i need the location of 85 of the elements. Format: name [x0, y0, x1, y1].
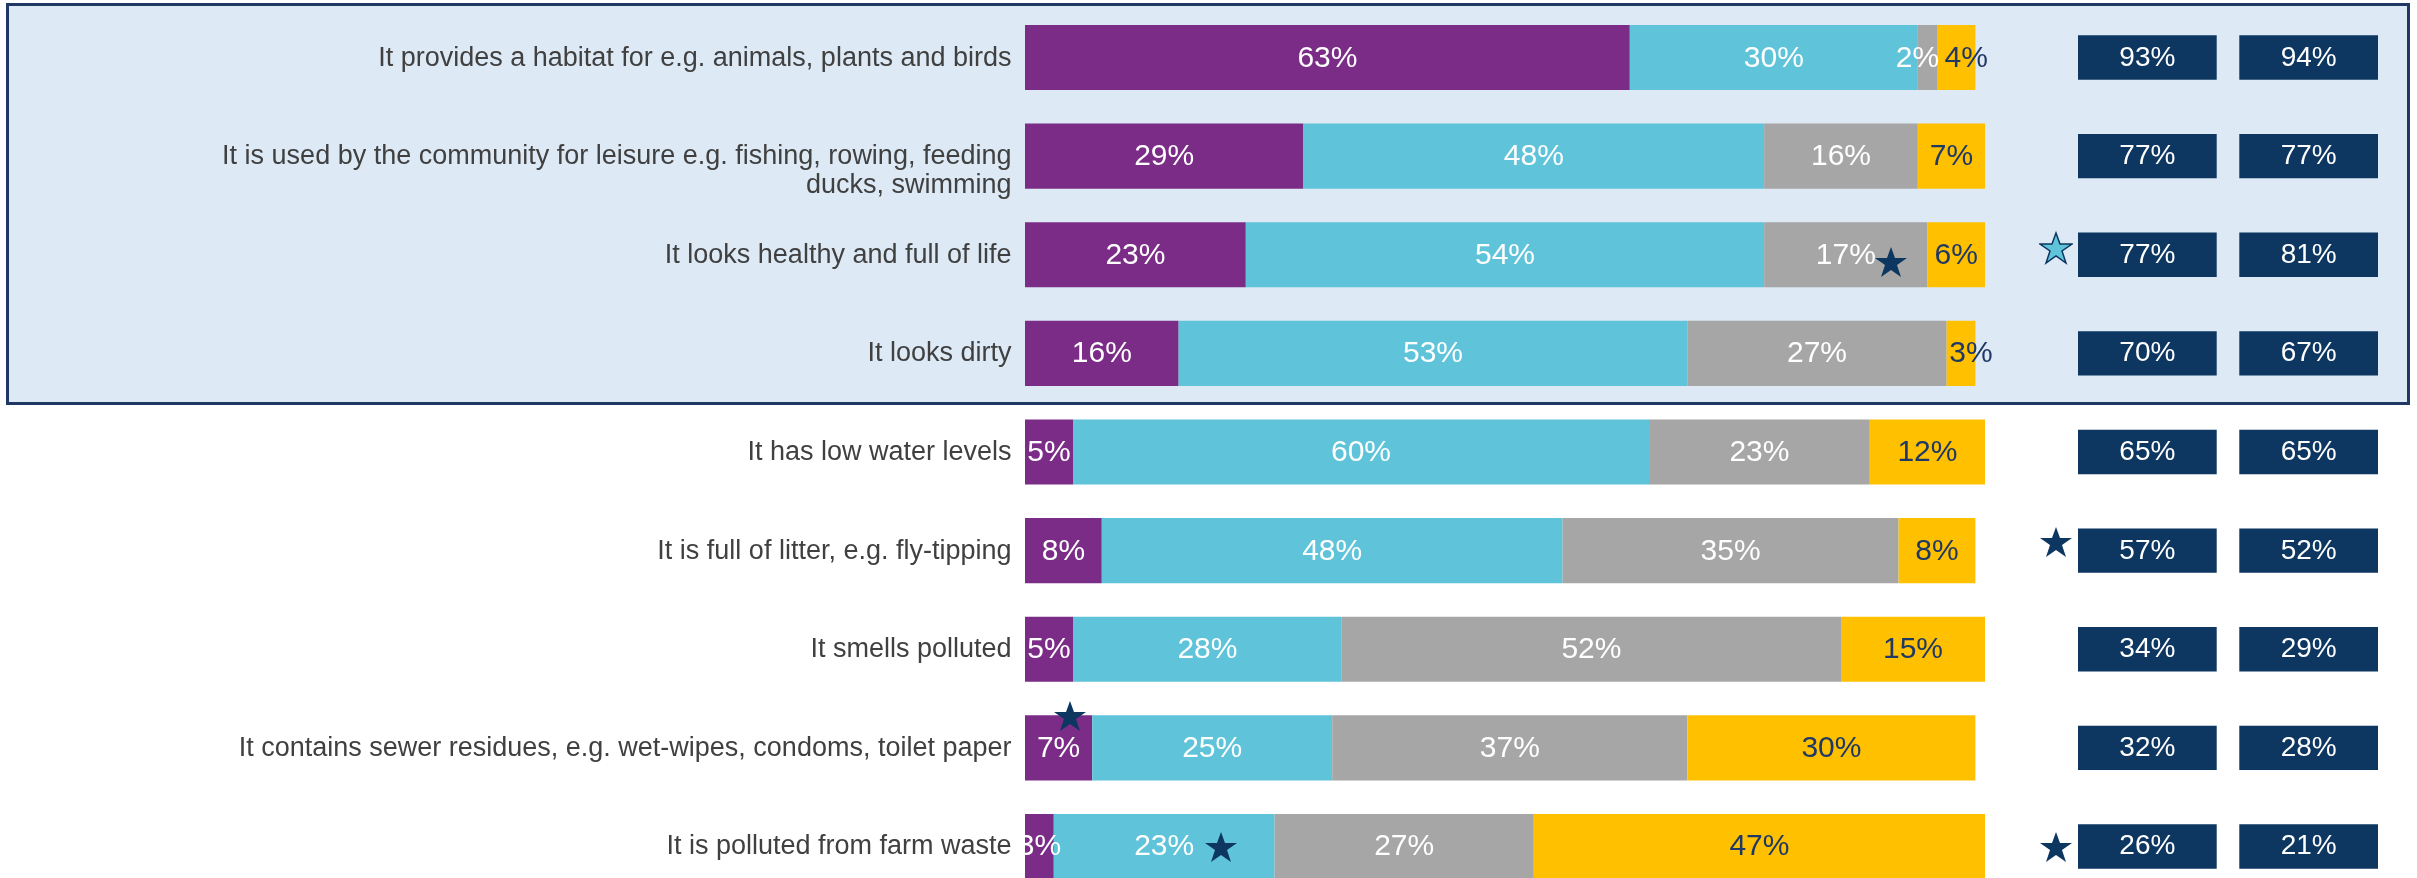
- data-label: 48%: [1503, 138, 1564, 172]
- bar: [1178, 320, 1688, 386]
- bar: [1332, 715, 1688, 781]
- data-label: 63%: [1297, 39, 1358, 73]
- y-tick-label: It has low water levels: [747, 436, 1012, 466]
- y-tick-label: It provides a habitat for e.g. animals, plants and birds: [378, 41, 1012, 72]
- data-label: 30%: [1801, 729, 1862, 763]
- bar: [1101, 518, 1563, 584]
- bar: [1303, 123, 1765, 189]
- data-label: 27%: [1374, 828, 1435, 862]
- data-label: 48%: [1302, 532, 1363, 566]
- data-label: 23%: [1134, 828, 1195, 862]
- bar: [1025, 222, 1246, 288]
- text: 93%: [2119, 40, 2176, 72]
- y-tick-label: It looks dirty: [867, 337, 1012, 368]
- bar: [1764, 222, 1928, 288]
- text: 21%: [2280, 829, 2337, 861]
- data-label: 5%: [1027, 631, 1071, 665]
- bar: [1841, 616, 1985, 682]
- bar: [1274, 813, 1534, 878]
- y-tick-label: It smells polluted: [810, 633, 1012, 664]
- text: 29%: [2280, 632, 2337, 664]
- data-label: 16%: [1071, 335, 1132, 369]
- data-label: 5%: [1027, 434, 1071, 467]
- data-label: 6%: [1934, 236, 1978, 270]
- text: 52%: [2280, 533, 2337, 565]
- text: 26%: [2119, 829, 2176, 861]
- text: 77%: [2119, 139, 2176, 171]
- data-label: 23%: [1105, 236, 1166, 270]
- data-label: 29%: [1134, 138, 1195, 172]
- data-label: 60%: [1330, 434, 1392, 467]
- data-label: 47%: [1729, 828, 1790, 862]
- text: 65%: [2119, 435, 2176, 466]
- bar: [1898, 518, 1976, 584]
- data-label: 25%: [1182, 729, 1243, 763]
- text: 32%: [2119, 730, 2176, 762]
- data-label: 16%: [1810, 138, 1872, 172]
- bar: [1092, 715, 1333, 781]
- bar: [1025, 518, 1102, 584]
- text: 28%: [2280, 730, 2337, 762]
- text: 94%: [2280, 40, 2337, 72]
- text: 67%: [2280, 336, 2337, 368]
- bar: [1025, 25, 1630, 91]
- data-label: 37%: [1479, 729, 1540, 763]
- data-label: 17%: [1815, 236, 1876, 270]
- data-label: 23%: [1729, 434, 1790, 467]
- bar: [1917, 123, 1985, 189]
- bar: [1687, 715, 1976, 781]
- bar: [1073, 616, 1342, 682]
- bar: [1869, 419, 1985, 485]
- data-label: 28%: [1177, 631, 1238, 665]
- bar: [1533, 813, 1985, 878]
- text: 65%: [2280, 435, 2337, 466]
- text: 77%: [2119, 237, 2176, 269]
- data-label: 8%: [1915, 532, 1959, 566]
- data-label: 7%: [1036, 729, 1081, 763]
- bar: [1764, 123, 1918, 189]
- bar: [1025, 123, 1304, 189]
- bar: [1562, 518, 1899, 584]
- y-tick-label: It looks healthy and full of life: [664, 238, 1012, 269]
- bar: [1245, 222, 1765, 288]
- y-tick-label: It contains sewer residues, e.g. wet-wipes, condoms, toilet paper: [238, 731, 1012, 762]
- data-label: 30%: [1743, 39, 1804, 73]
- data-label: 12%: [1897, 434, 1958, 467]
- data-label: 15%: [1882, 631, 1944, 665]
- text: 70%: [2119, 336, 2176, 368]
- bar: [1649, 419, 1870, 485]
- bar: [1025, 320, 1179, 386]
- data-label: 54%: [1474, 236, 1536, 270]
- text: 34%: [2119, 632, 2176, 664]
- bar: [1687, 320, 1947, 386]
- bar: [1341, 616, 1841, 682]
- text: 77%: [2280, 139, 2337, 171]
- bar: [1073, 419, 1649, 485]
- y-tick-label: It is polluted from farm waste: [666, 830, 1012, 861]
- text: 81%: [2280, 237, 2337, 269]
- data-label: 35%: [1700, 532, 1761, 566]
- data-label: 8%: [1041, 532, 1086, 566]
- y-tick-label: It is full of litter, e.g. fly-tipping: [657, 534, 1012, 565]
- y-tick-label: It is used by the community for leisure e.g. fishing, rowing, feeding ducks, swimming: [222, 140, 1012, 200]
- data-label: 52%: [1561, 631, 1622, 665]
- text: 57%: [2119, 533, 2176, 565]
- data-label: 53%: [1402, 335, 1464, 369]
- data-label: 7%: [1929, 138, 1974, 172]
- data-label: 27%: [1786, 335, 1848, 369]
